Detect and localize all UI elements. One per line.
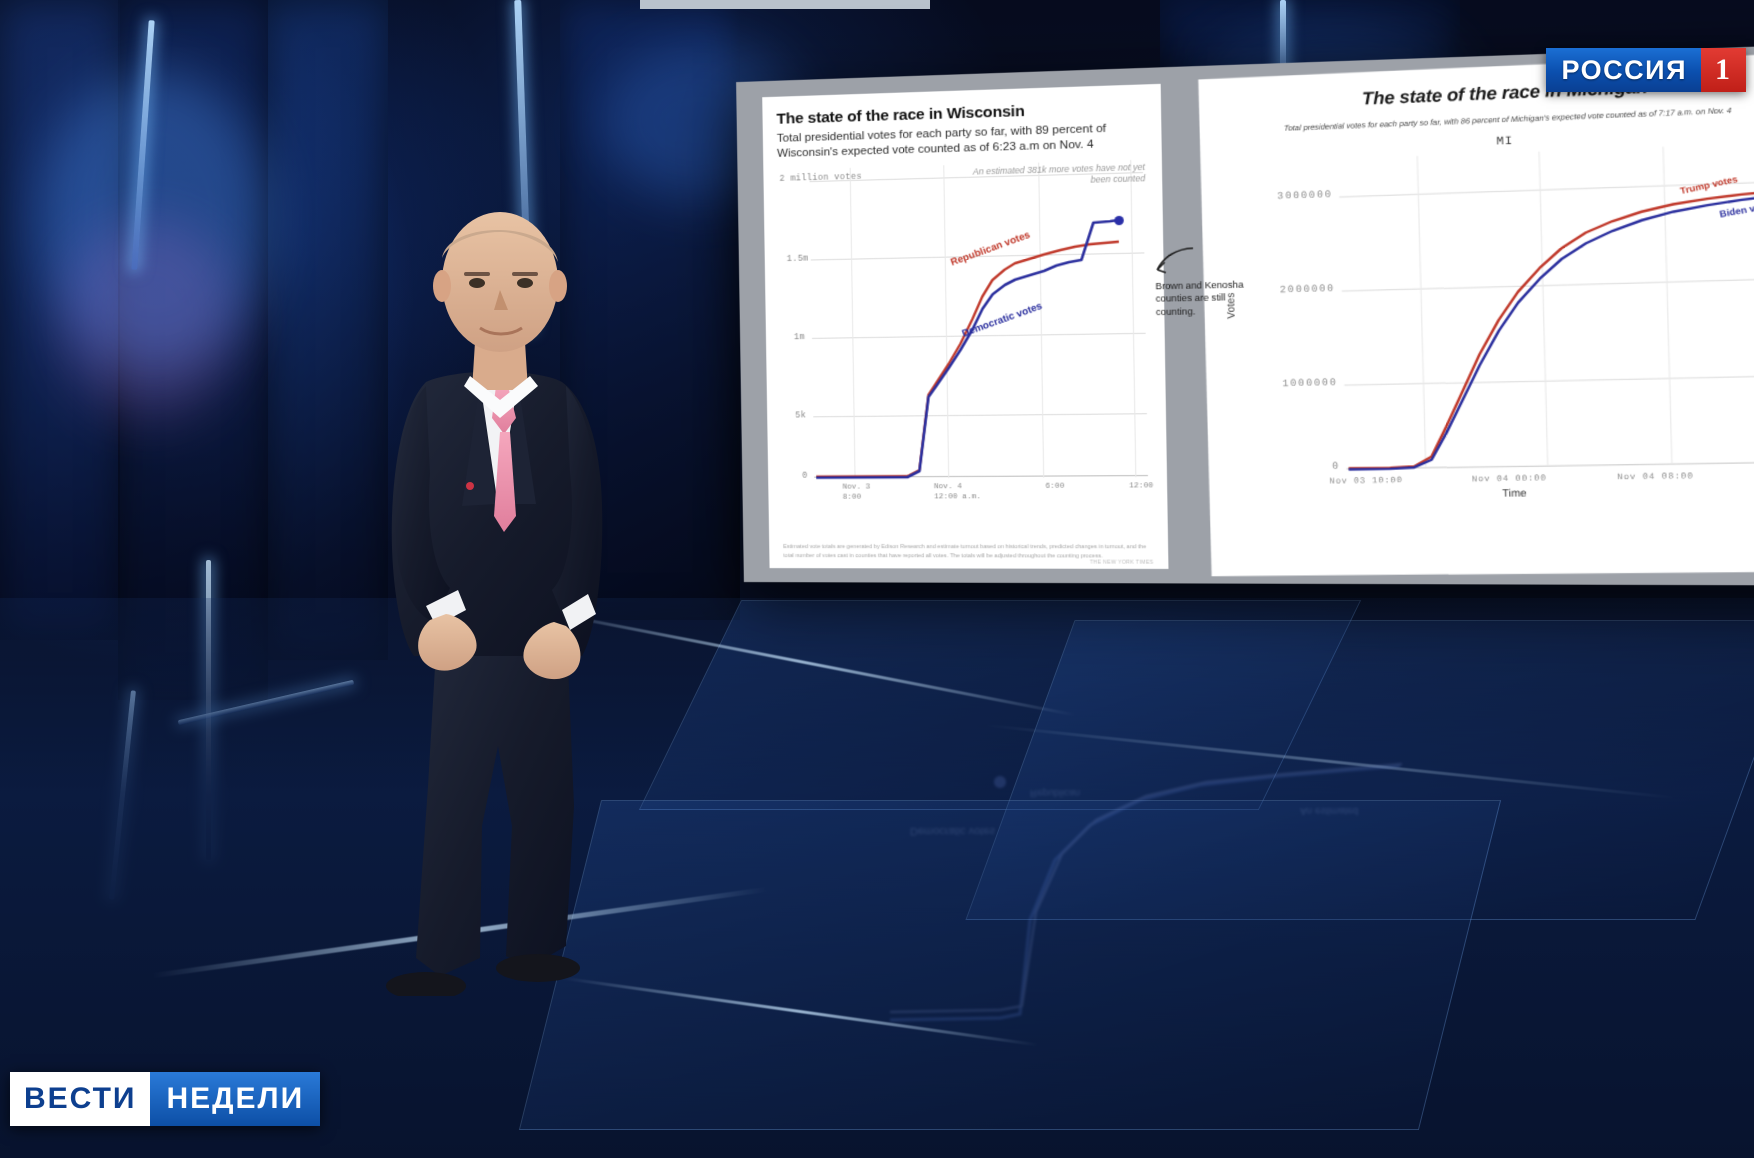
anchor-eye <box>517 278 533 288</box>
program-banner-primary: ВЕСТИ <box>10 1072 151 1126</box>
anchor-shoe <box>386 972 466 996</box>
y-tick-label: 5k <box>795 410 807 421</box>
floor-chart-reflection: Democratic votes Republican An estimated <box>889 763 1403 1022</box>
michigan-chart-card: The state of the race in Michigan Total … <box>1198 52 1754 577</box>
y-tick-label: 2000000 <box>1279 282 1336 296</box>
wisconsin-series-svg <box>809 159 1154 480</box>
channel-logo-number: 1 <box>1701 48 1746 92</box>
anchor-tie <box>494 432 516 532</box>
channel-logo: РОССИЯ 1 <box>1545 48 1746 92</box>
anchor-lapel-pin <box>466 482 474 490</box>
x-tick-label: Nov 04 00:00 <box>1471 473 1547 485</box>
anchor-ear <box>549 270 567 302</box>
program-banner-secondary: НЕДЕЛИ <box>150 1072 321 1126</box>
studio-video-wall: The state of the race in Wisconsin Total… <box>736 44 1754 586</box>
neon-strip <box>1280 0 1286 90</box>
y-tick-label: 1m <box>793 331 805 342</box>
anchor-mouth <box>479 326 523 336</box>
studio-wall-panel <box>268 0 388 660</box>
anchor-eyebrow <box>512 272 538 276</box>
wisconsin-counties-callout: Brown and Kenosha counties are still cou… <box>1155 279 1244 318</box>
y-tick-label: 0 <box>802 470 808 481</box>
x-tick-label: Nov. 4 12:00 a.m. <box>933 482 982 502</box>
anchor-head <box>442 212 558 352</box>
svg-text:Democratic votes: Democratic votes <box>910 825 995 837</box>
studio-floor <box>0 598 1754 1158</box>
svg-text:An estimated: An estimated <box>1300 805 1358 816</box>
michigan-plot-area: 3000000 2000000 1000000 0 Votes Trump vo… <box>1211 141 1754 506</box>
studio-wall-panel <box>0 0 120 640</box>
anchor-eye <box>469 278 485 288</box>
y-tick-label: 3000000 <box>1277 188 1333 202</box>
anchor-left-arm <box>395 386 450 622</box>
studio-light-glow <box>40 70 270 370</box>
x-tick-label: Nov 03 10:00 <box>1329 475 1403 487</box>
anchor-nose <box>494 290 508 310</box>
republican-line <box>813 241 1123 476</box>
x-tick-label: 6:00 <box>1045 482 1065 491</box>
screen-top-bezel <box>640 0 930 9</box>
anchor-right-hand <box>523 622 581 680</box>
wisconsin-plot-area: 2 million votes 1.5m 1m 5k 0 An estimate… <box>777 159 1154 502</box>
michigan-x-axis-label: Time <box>1502 487 1527 500</box>
wisconsin-footnote: Estimated vote totals are generated by E… <box>783 544 1147 560</box>
anchor-trousers <box>416 616 574 976</box>
svg-text:Republican: Republican <box>1030 787 1080 798</box>
anchor-right-arm <box>552 386 599 624</box>
wisconsin-credit: THE NEW YORK TIMES <box>1089 559 1154 566</box>
anchor-left-hand <box>418 614 477 671</box>
x-tick-label: Nov 04 08:00 <box>1617 471 1694 483</box>
biden-line <box>1342 192 1754 469</box>
anchor-shoe <box>496 954 580 982</box>
anchor-ear <box>433 270 451 302</box>
y-tick-label: 1000000 <box>1282 376 1338 390</box>
y-tick-label: 1.5m <box>786 253 809 264</box>
anchor-lapel <box>462 382 496 506</box>
channel-logo-word: РОССИЯ <box>1545 48 1701 92</box>
news-anchor <box>386 212 603 996</box>
anchor-cuff <box>426 590 466 626</box>
wisconsin-endpoint-marker <box>1114 215 1124 225</box>
wisconsin-chart-card: The state of the race in Wisconsin Total… <box>762 83 1169 569</box>
trump-line <box>1342 189 1754 469</box>
anchor-eyebrow <box>464 272 490 276</box>
anchor-collar <box>464 376 538 418</box>
program-banner: ВЕСТИ НЕДЕЛИ <box>10 1072 321 1126</box>
x-tick-label: 12:00 <box>1129 481 1154 491</box>
anchor-hair <box>442 229 558 262</box>
y-tick-label: 0 <box>1331 460 1341 472</box>
studio-light-glow <box>60 220 240 420</box>
anchor-cuff <box>562 594 596 630</box>
x-tick-label: Nov. 3 8:00 <box>842 483 871 502</box>
